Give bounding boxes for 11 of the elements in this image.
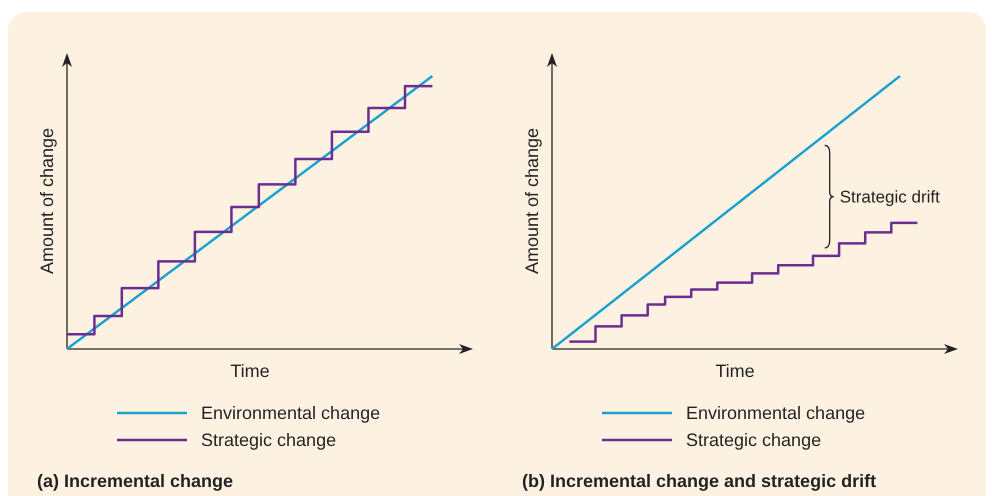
y-axis-title: Amount of change	[37, 128, 57, 274]
x-axis-title: Time	[715, 361, 755, 381]
legend-label: Environmental change	[686, 403, 866, 423]
legend-label: Strategic change	[201, 430, 336, 450]
annotation: Strategic drift	[840, 188, 940, 207]
legend-label: Strategic change	[686, 430, 822, 450]
text: (a) Incremental change	[37, 471, 234, 491]
text: (b) Incremental change and strategic drift	[522, 471, 876, 491]
y-axis-title: Amount of change	[522, 128, 542, 274]
legend-label: Environmental change	[201, 403, 380, 423]
x-axis-title: Time	[230, 361, 270, 381]
